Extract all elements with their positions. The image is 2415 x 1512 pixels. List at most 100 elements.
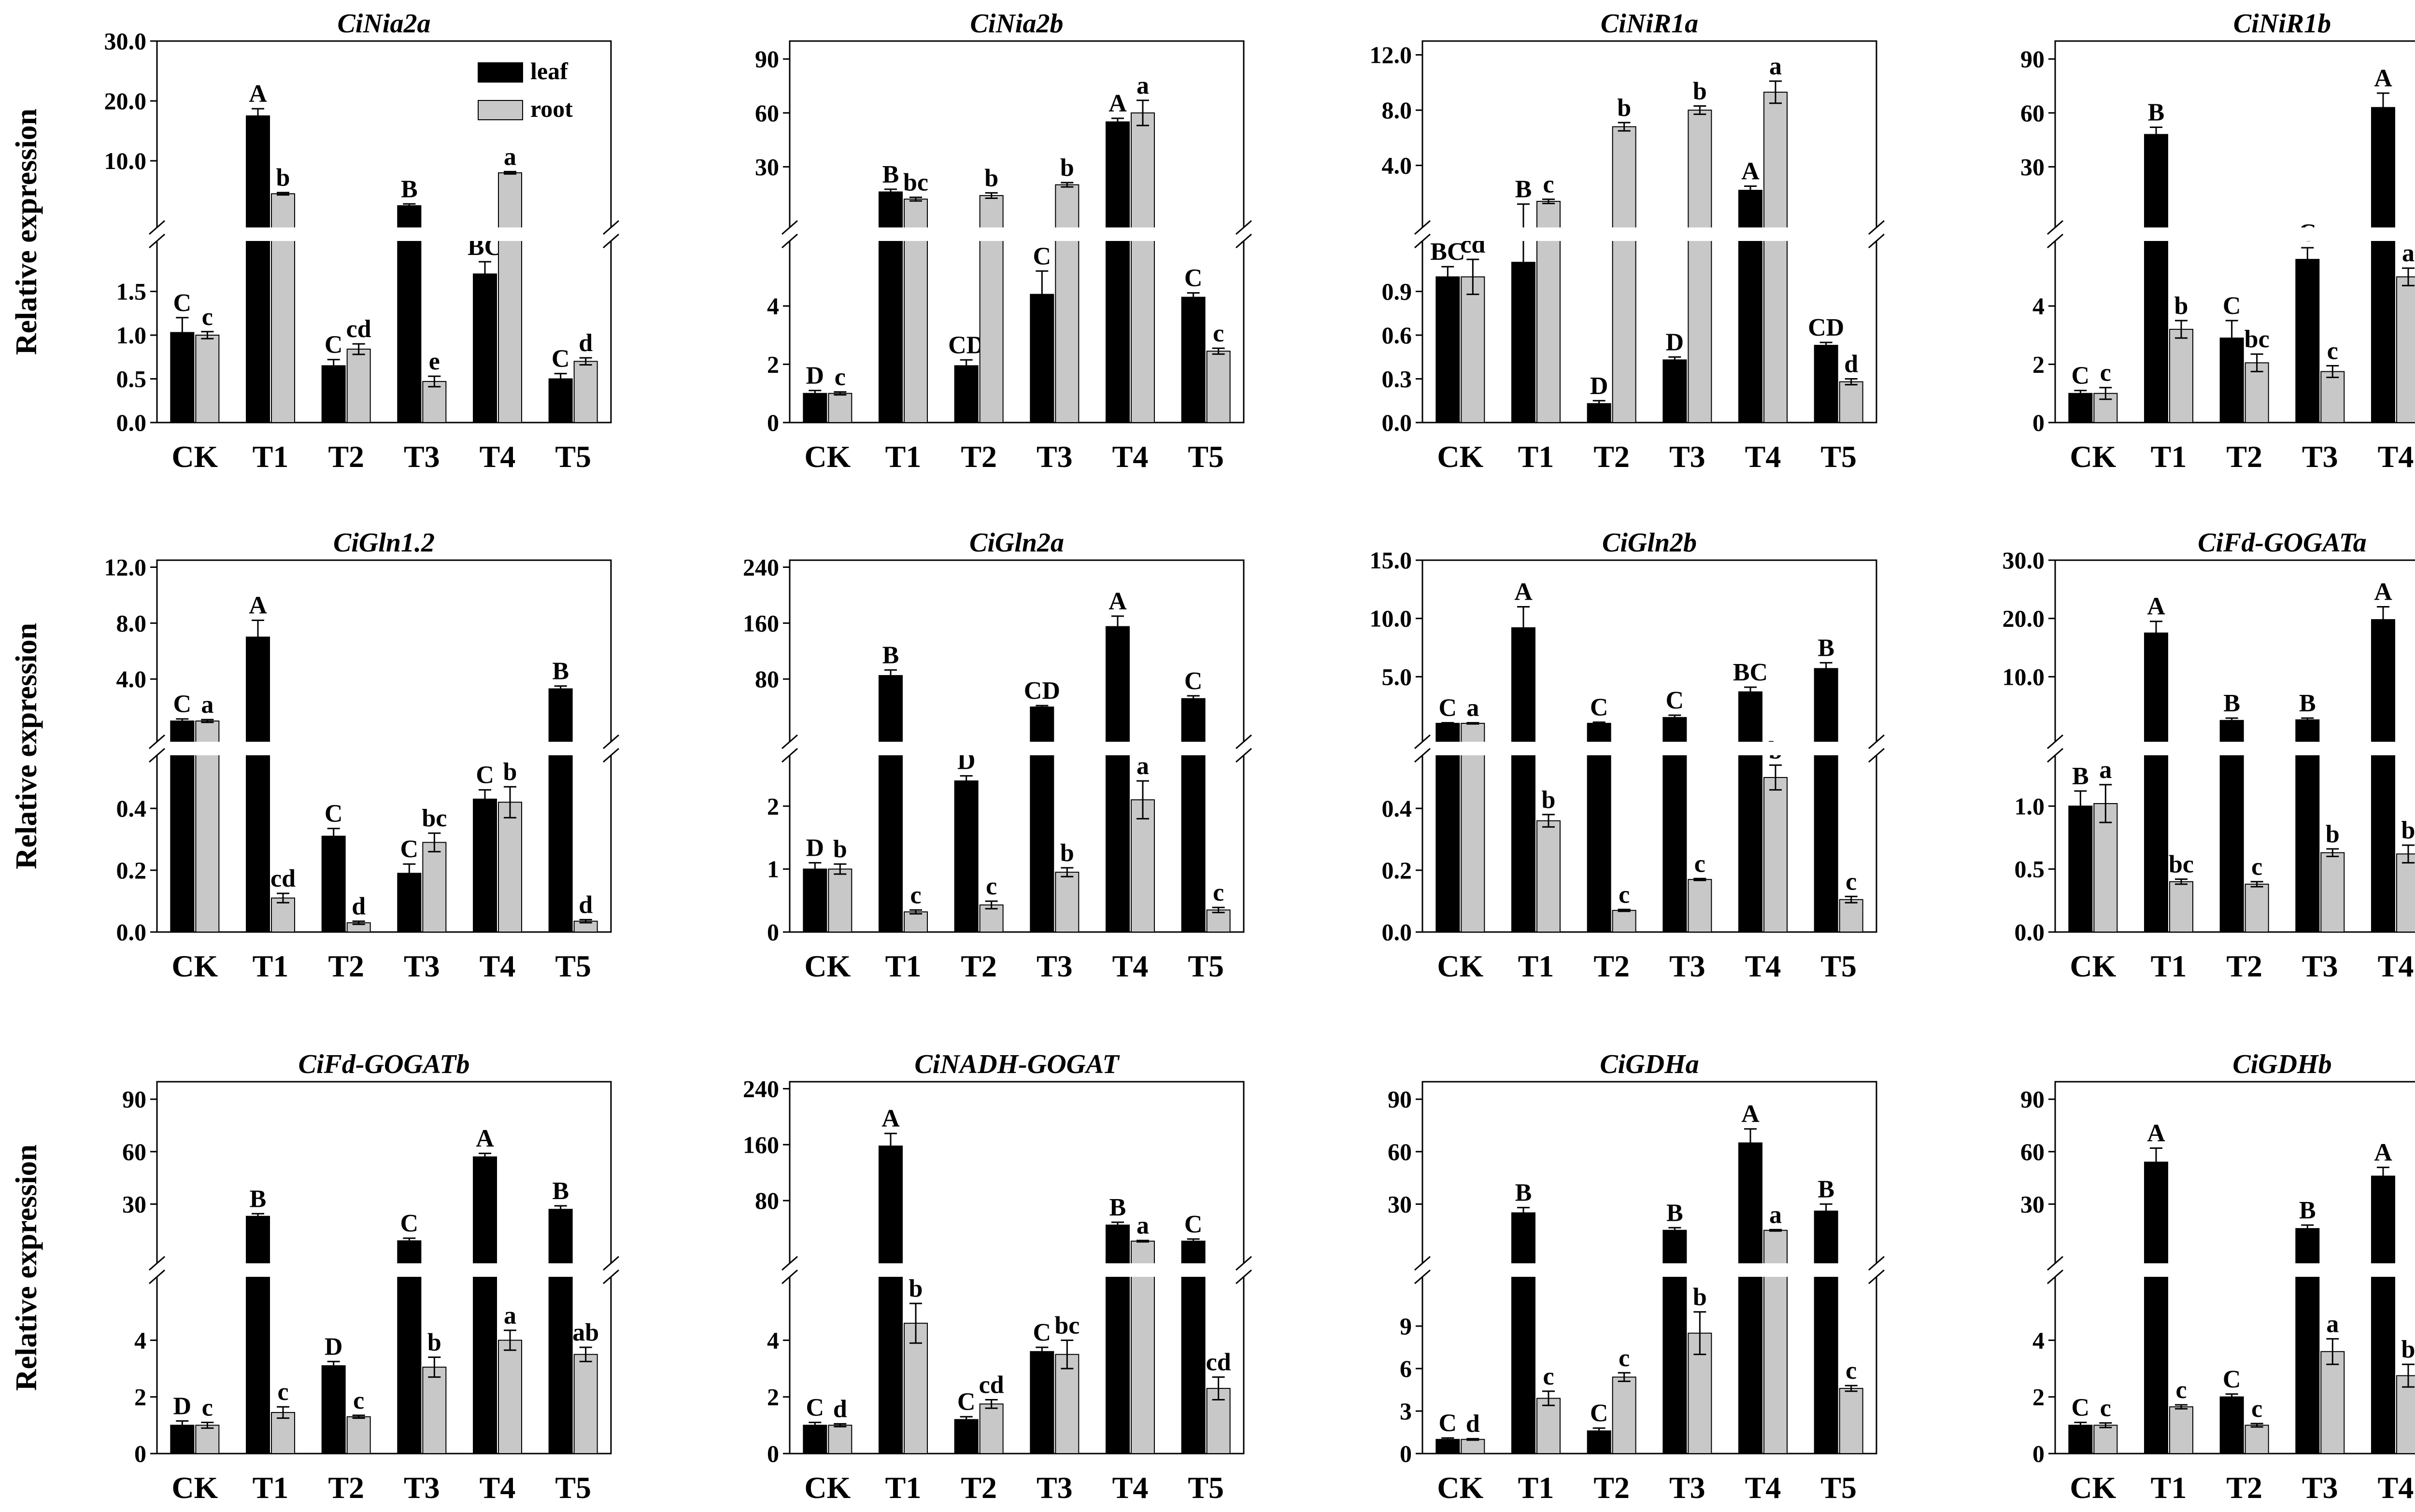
legend-swatch-leaf xyxy=(478,62,523,83)
significance-letter: C xyxy=(957,1388,976,1416)
y-tick-label: 0 xyxy=(767,1440,779,1467)
significance-letter: b xyxy=(1060,154,1074,182)
significance-letter: c xyxy=(202,1394,213,1421)
panel-title: CiNADH-GOGAT xyxy=(914,1049,1120,1079)
significance-letter: A xyxy=(2374,1139,2392,1166)
significance-letter: a xyxy=(504,143,516,170)
significance-letter: b xyxy=(2326,820,2340,848)
legend-label: root xyxy=(530,95,573,122)
significance-letter: b xyxy=(1542,786,1556,814)
bar-leaf xyxy=(1587,1430,1611,1454)
significance-letter: C xyxy=(1184,265,1203,292)
significance-letter: bc xyxy=(2169,850,2194,878)
x-tick-label: T2 xyxy=(961,1470,997,1505)
y-tick-label: 90 xyxy=(2020,45,2045,72)
y-tick-label: 6 xyxy=(1400,1355,1412,1382)
significance-letter: C xyxy=(1184,667,1203,695)
y-tick-label: 240 xyxy=(743,1075,779,1102)
axis-break-gap xyxy=(1408,1263,1891,1277)
panel-title: CiNiR1a xyxy=(1601,9,1698,39)
bar-leaf xyxy=(1738,190,1762,423)
bar-leaf xyxy=(397,205,422,423)
significance-letter: c xyxy=(202,303,213,331)
bar-root xyxy=(1688,110,1712,424)
axis-break-mark xyxy=(1868,233,1885,249)
significance-letter: B xyxy=(250,1185,267,1213)
bar-leaf xyxy=(1587,722,1611,933)
y-tick-label: 1.0 xyxy=(116,322,147,349)
x-tick-label: T1 xyxy=(885,1470,922,1505)
significance-letter: b xyxy=(2401,817,2415,844)
significance-letter: b xyxy=(984,164,998,192)
significance-letter: d xyxy=(1844,351,1858,378)
bar-leaf xyxy=(473,798,497,933)
y-tick-label: 0 xyxy=(2032,1440,2045,1467)
significance-letter: C xyxy=(1033,242,1051,270)
y-tick-label: 2 xyxy=(767,792,779,820)
axis-break-mark xyxy=(2047,734,2063,749)
axis-break-mark xyxy=(603,220,619,235)
x-tick-label: CK xyxy=(171,439,218,474)
axis-break-mark xyxy=(603,748,619,763)
axis-break-gap xyxy=(142,1263,625,1277)
significance-letter: C xyxy=(2072,1394,2090,1421)
y-tick-label: 30 xyxy=(1388,1190,1412,1217)
significance-letter: b xyxy=(276,164,290,192)
bar-leaf xyxy=(1181,698,1206,933)
x-tick-label: T4 xyxy=(480,1470,516,1505)
y-tick-label: 10.0 xyxy=(104,147,147,174)
y-tick-label: 20.0 xyxy=(104,87,147,114)
significance-letter: C xyxy=(325,331,343,359)
bar-root xyxy=(2320,852,2345,933)
axis-break-mark xyxy=(603,734,619,749)
y-tick-label: 1 xyxy=(767,856,779,883)
y-tick-label: 1.0 xyxy=(2015,792,2045,820)
x-tick-label: T3 xyxy=(2302,949,2338,983)
significance-letter: c xyxy=(1846,1357,1857,1385)
axis-break-mark xyxy=(1414,734,1431,749)
axis-break-mark xyxy=(1414,748,1431,763)
y-tick-label: 90 xyxy=(1388,1086,1412,1113)
bar-leaf xyxy=(803,393,827,424)
significance-letter: A xyxy=(881,1105,900,1132)
x-tick-label: T1 xyxy=(1518,439,1554,474)
panel-title: CiGDHa xyxy=(1600,1049,1699,1079)
bar-leaf xyxy=(1181,297,1206,423)
significance-letter: c xyxy=(277,1378,288,1406)
axis-break-mark xyxy=(149,734,165,749)
x-tick-label: T3 xyxy=(2302,439,2338,474)
bar-leaf xyxy=(1106,121,1130,423)
panel-title: CiNia2b xyxy=(970,9,1064,39)
x-tick-label: T3 xyxy=(1669,439,1705,474)
bar-root xyxy=(1839,899,1863,933)
y-tick-label: 5.0 xyxy=(1382,663,1412,690)
x-tick-label: T4 xyxy=(480,439,516,474)
bar-leaf xyxy=(803,868,827,933)
x-tick-label: T1 xyxy=(253,1470,289,1505)
y-tick-label: 90 xyxy=(755,45,779,72)
y-tick-label: 60 xyxy=(2020,1138,2045,1165)
panel-title: CiNiR1b xyxy=(2233,9,2331,39)
axis-break-mark xyxy=(149,1256,165,1271)
y-tick-label: 60 xyxy=(1388,1138,1412,1165)
bar-root xyxy=(1839,1388,1863,1454)
significance-letter: B xyxy=(2148,99,2165,127)
significance-letter: C xyxy=(806,1394,824,1421)
x-tick-label: T2 xyxy=(1593,1470,1630,1505)
significance-letter: B xyxy=(1666,1199,1683,1227)
x-tick-label: T3 xyxy=(404,949,440,983)
significance-letter: B xyxy=(1515,1179,1532,1207)
significance-letter: A xyxy=(1741,157,1760,185)
y-tick-label: 4.0 xyxy=(1382,152,1412,179)
axis-break-mark xyxy=(781,1256,798,1271)
significance-letter: c xyxy=(2327,337,2338,365)
significance-letter: A xyxy=(2374,65,2392,92)
significance-letter: bc xyxy=(1054,1312,1080,1339)
x-tick-label: T2 xyxy=(961,949,997,983)
axis-break-mark xyxy=(2047,233,2063,249)
axis-break-mark xyxy=(603,233,619,249)
y-tick-label: 240 xyxy=(743,553,779,580)
x-tick-label: T1 xyxy=(253,439,289,474)
y-tick-label: 4.0 xyxy=(116,665,147,692)
bar-leaf xyxy=(246,115,270,423)
